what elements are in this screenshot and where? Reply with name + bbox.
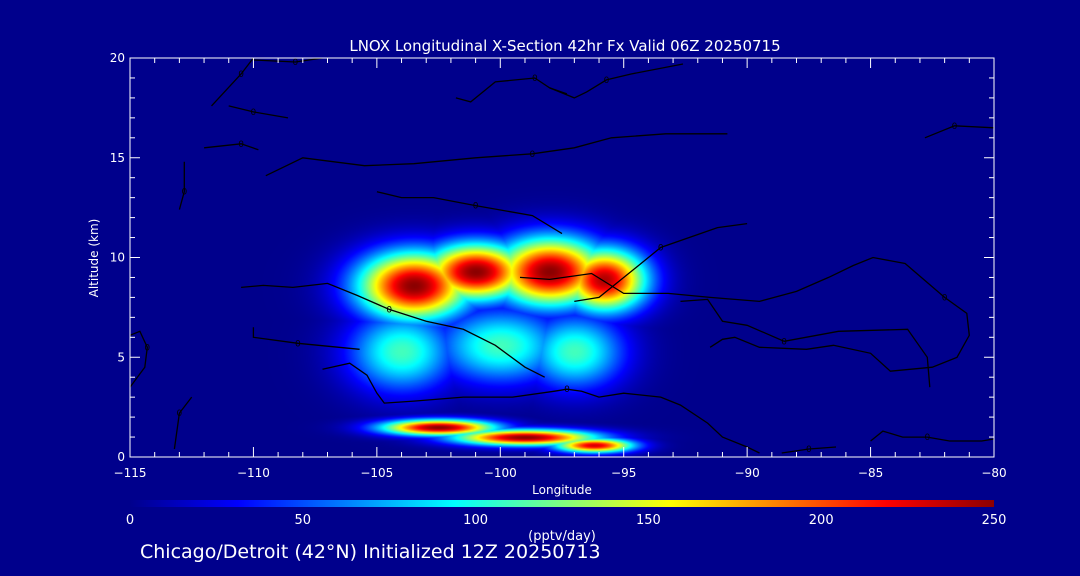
contour-line xyxy=(253,58,323,63)
colorbar-tick-label: 50 xyxy=(295,513,312,528)
contour-label: 0 xyxy=(386,305,392,315)
y-axis-label: Altitude (km) xyxy=(87,219,101,298)
contour-label: 0 xyxy=(181,188,187,198)
contour-line xyxy=(322,362,760,454)
contour-label: 0 xyxy=(251,108,257,118)
chart-title: LNOX Longitudinal X-Section 42hr Fx Vali… xyxy=(349,37,780,55)
x-tick-label: −80 xyxy=(981,466,1006,480)
contour-line xyxy=(376,191,563,235)
contour-label: 0 xyxy=(293,58,299,68)
contour-label: 0 xyxy=(532,74,538,84)
lnox-heatmap-field xyxy=(130,58,994,457)
colorbar-ticks: 0 50 100 150 200 250 xyxy=(126,513,1007,528)
contour-lines: 0 0 0 0 0 0 0 0 0 0 0 0 0 0 0 0 0 0 0 0 xyxy=(130,58,994,455)
contour-label: 0 xyxy=(238,70,244,80)
contour-label: 0 xyxy=(473,202,479,212)
contour-label: 0 xyxy=(238,140,244,150)
contour-label: 0 xyxy=(781,337,787,347)
colorbar xyxy=(130,500,994,507)
contour-line xyxy=(178,161,185,210)
contour-line xyxy=(265,133,728,177)
colorbar-label: (pptv/day) xyxy=(528,529,596,544)
y-tick-label: 0 xyxy=(117,450,125,464)
contour-label: 0 xyxy=(806,445,812,455)
contour-label: 0 xyxy=(144,343,150,353)
footer-init-text: Chicago/Detroit (42°N) Initialized 12Z 2… xyxy=(140,541,601,563)
contour-line xyxy=(241,282,545,378)
contour-line xyxy=(781,446,837,454)
contour-line xyxy=(204,143,259,151)
x-tick-label: −90 xyxy=(734,466,759,480)
x-axis-label: Longitude xyxy=(532,483,592,497)
contour-line xyxy=(680,298,931,388)
contour-line xyxy=(252,327,360,350)
contour-line xyxy=(870,430,994,442)
y-axis: 0 5 10 15 20 xyxy=(110,51,994,464)
x-axis: −115 −110 −105 −100 −95 −90 −85 −80 xyxy=(114,58,1007,480)
colorbar-tick-label: 100 xyxy=(463,513,488,528)
contour-label: 0 xyxy=(177,409,183,419)
contour-line xyxy=(549,63,684,99)
contour-line xyxy=(130,330,148,388)
x-tick-label: −85 xyxy=(858,466,883,480)
contour-label: 0 xyxy=(942,293,948,303)
contour-label: 0 xyxy=(658,244,664,254)
x-tick-label: −95 xyxy=(611,466,636,480)
contour-line xyxy=(574,222,748,303)
contour-label: 0 xyxy=(295,339,301,349)
colorbar-tick-label: 250 xyxy=(982,513,1007,528)
x-tick-label: −110 xyxy=(237,466,270,480)
contour-line xyxy=(211,58,254,107)
contour-line xyxy=(173,396,193,450)
y-tick-label: 5 xyxy=(117,350,125,364)
y-tick-label: 20 xyxy=(110,51,125,65)
contour-label: 0 xyxy=(564,385,570,395)
contour-label: 0 xyxy=(952,122,958,132)
contour-label: 0 xyxy=(530,150,536,160)
y-tick-label: 15 xyxy=(110,151,125,165)
x-tick-label: −115 xyxy=(114,466,147,480)
colorbar-tick-label: 0 xyxy=(126,513,134,528)
colorbar-tick-label: 200 xyxy=(809,513,834,528)
colorbar-tick-label: 150 xyxy=(636,513,661,528)
contour-line xyxy=(924,125,994,139)
y-tick-label: 10 xyxy=(110,251,125,265)
contour-line xyxy=(228,105,289,119)
contour-label: 0 xyxy=(604,76,610,86)
contour-line xyxy=(519,256,970,372)
x-tick-label: −105 xyxy=(360,466,393,480)
x-tick-label: −100 xyxy=(484,466,517,480)
contour-label: 0 xyxy=(924,433,930,443)
